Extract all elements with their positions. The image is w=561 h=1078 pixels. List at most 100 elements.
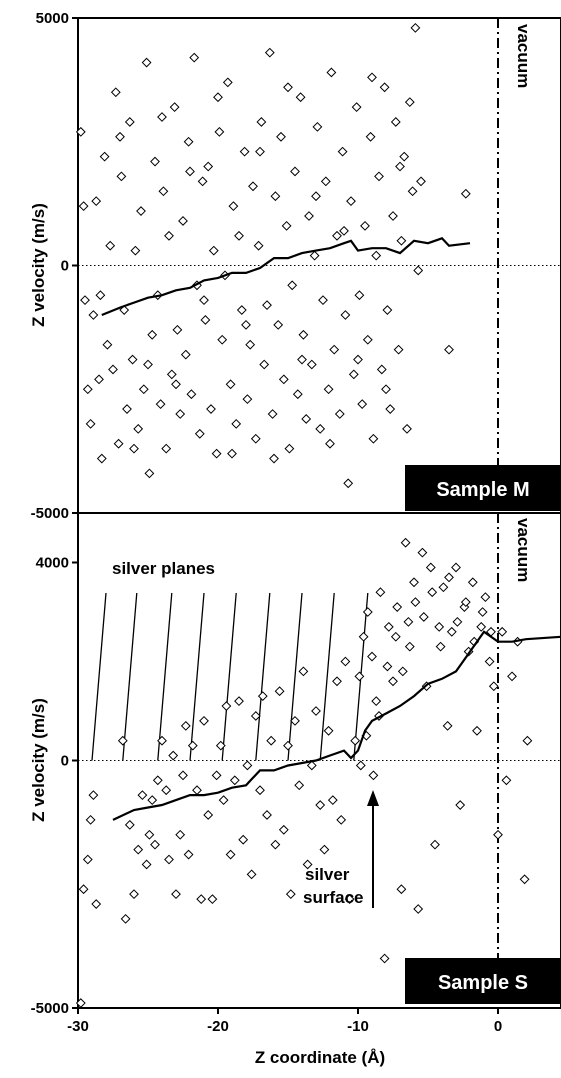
data-point [183,136,194,147]
data-point [133,423,144,434]
data-point [337,146,348,157]
y-tick-label: 4000 [36,555,69,572]
data-point [105,240,116,251]
data-point [168,750,179,761]
silver-plane-line [255,592,271,761]
panel-sample-m: vacuum 5000 0 -5000 Z velocity (m/s) Sampl… [29,10,561,522]
data-point [94,374,104,385]
data-point [325,438,335,449]
data-point [231,418,242,429]
average-line [101,237,471,317]
data-point [467,577,478,588]
data-point [274,686,285,697]
silver-surface-label-line1: silver [305,865,350,884]
data-point [388,211,398,221]
data-point [88,310,99,320]
data-point [332,676,342,687]
data-point [413,265,424,276]
data-point [246,869,257,880]
data-point [185,166,195,177]
data-point [127,354,138,365]
data-point [96,453,107,464]
data-point [309,250,320,261]
data-point [175,829,186,840]
data-point [319,844,330,855]
data-point [266,735,277,746]
data-point [189,52,200,63]
data-point [218,795,229,806]
data-point [166,369,177,380]
data-point [256,117,267,127]
y-tick-label: 0 [61,753,69,770]
data-point [434,621,445,632]
data-point [367,651,377,662]
data-point [257,691,268,702]
data-point [248,181,258,192]
data-point [164,230,174,241]
data-point [304,211,314,221]
data-point [451,562,461,573]
data-point [418,612,429,622]
silver-plane-line [221,592,237,761]
data-point [354,290,365,301]
data-point [416,176,426,187]
data-point [346,196,356,207]
data-point [302,859,313,870]
data-point [442,720,453,731]
data-point [197,176,208,187]
data-point [161,785,172,796]
y-axis-title: Z velocity (m/s) [29,203,48,327]
data-point [493,829,503,840]
data-point [199,715,209,726]
data-point [217,334,228,345]
sample-badge [405,958,561,1004]
data-point [95,290,106,301]
data-point [138,384,149,395]
data-point [444,344,454,355]
data-point [290,166,300,177]
data-point [371,250,382,261]
data-point [285,889,296,900]
data-point [161,443,172,454]
data-point [215,740,226,751]
average-line [112,630,561,821]
data-point [430,839,440,850]
data-point [357,399,368,410]
x-tick-label: 0 [494,1018,502,1035]
data-point [213,92,223,103]
data-point [273,319,284,330]
data-point [180,349,191,360]
data-point [211,448,222,459]
data-point [169,102,180,113]
sample-badge-label: Sample S [438,972,528,994]
y-ticks: 4000 0 -5000 [31,555,78,1017]
data-point [147,329,158,340]
y-axis-title: Z velocity (m/s) [29,698,48,822]
data-point [382,661,393,672]
data-point [144,468,155,479]
data-point [315,800,326,810]
data-point [348,369,359,380]
data-point [339,225,349,236]
data-point [187,740,198,751]
data-point [477,607,488,617]
silver-plane-line [319,592,335,761]
data-point [141,859,152,870]
x-axis-title: Z coordinate (Å) [255,1048,385,1067]
data-point [171,379,181,390]
data-point [402,423,412,434]
data-point [318,295,328,306]
data-point [192,785,202,796]
silver-surface-label-line2: surface [303,888,363,907]
data-point [358,631,369,642]
data-point [375,587,386,598]
data-point [301,414,312,424]
data-point [393,344,404,355]
data-point [82,854,93,865]
data-point [323,725,334,736]
data-point [397,666,408,677]
data-point [141,57,152,68]
panel-sample-s: vacuum silver planes silver surface 4000… [29,512,561,1067]
data-point [480,592,491,603]
